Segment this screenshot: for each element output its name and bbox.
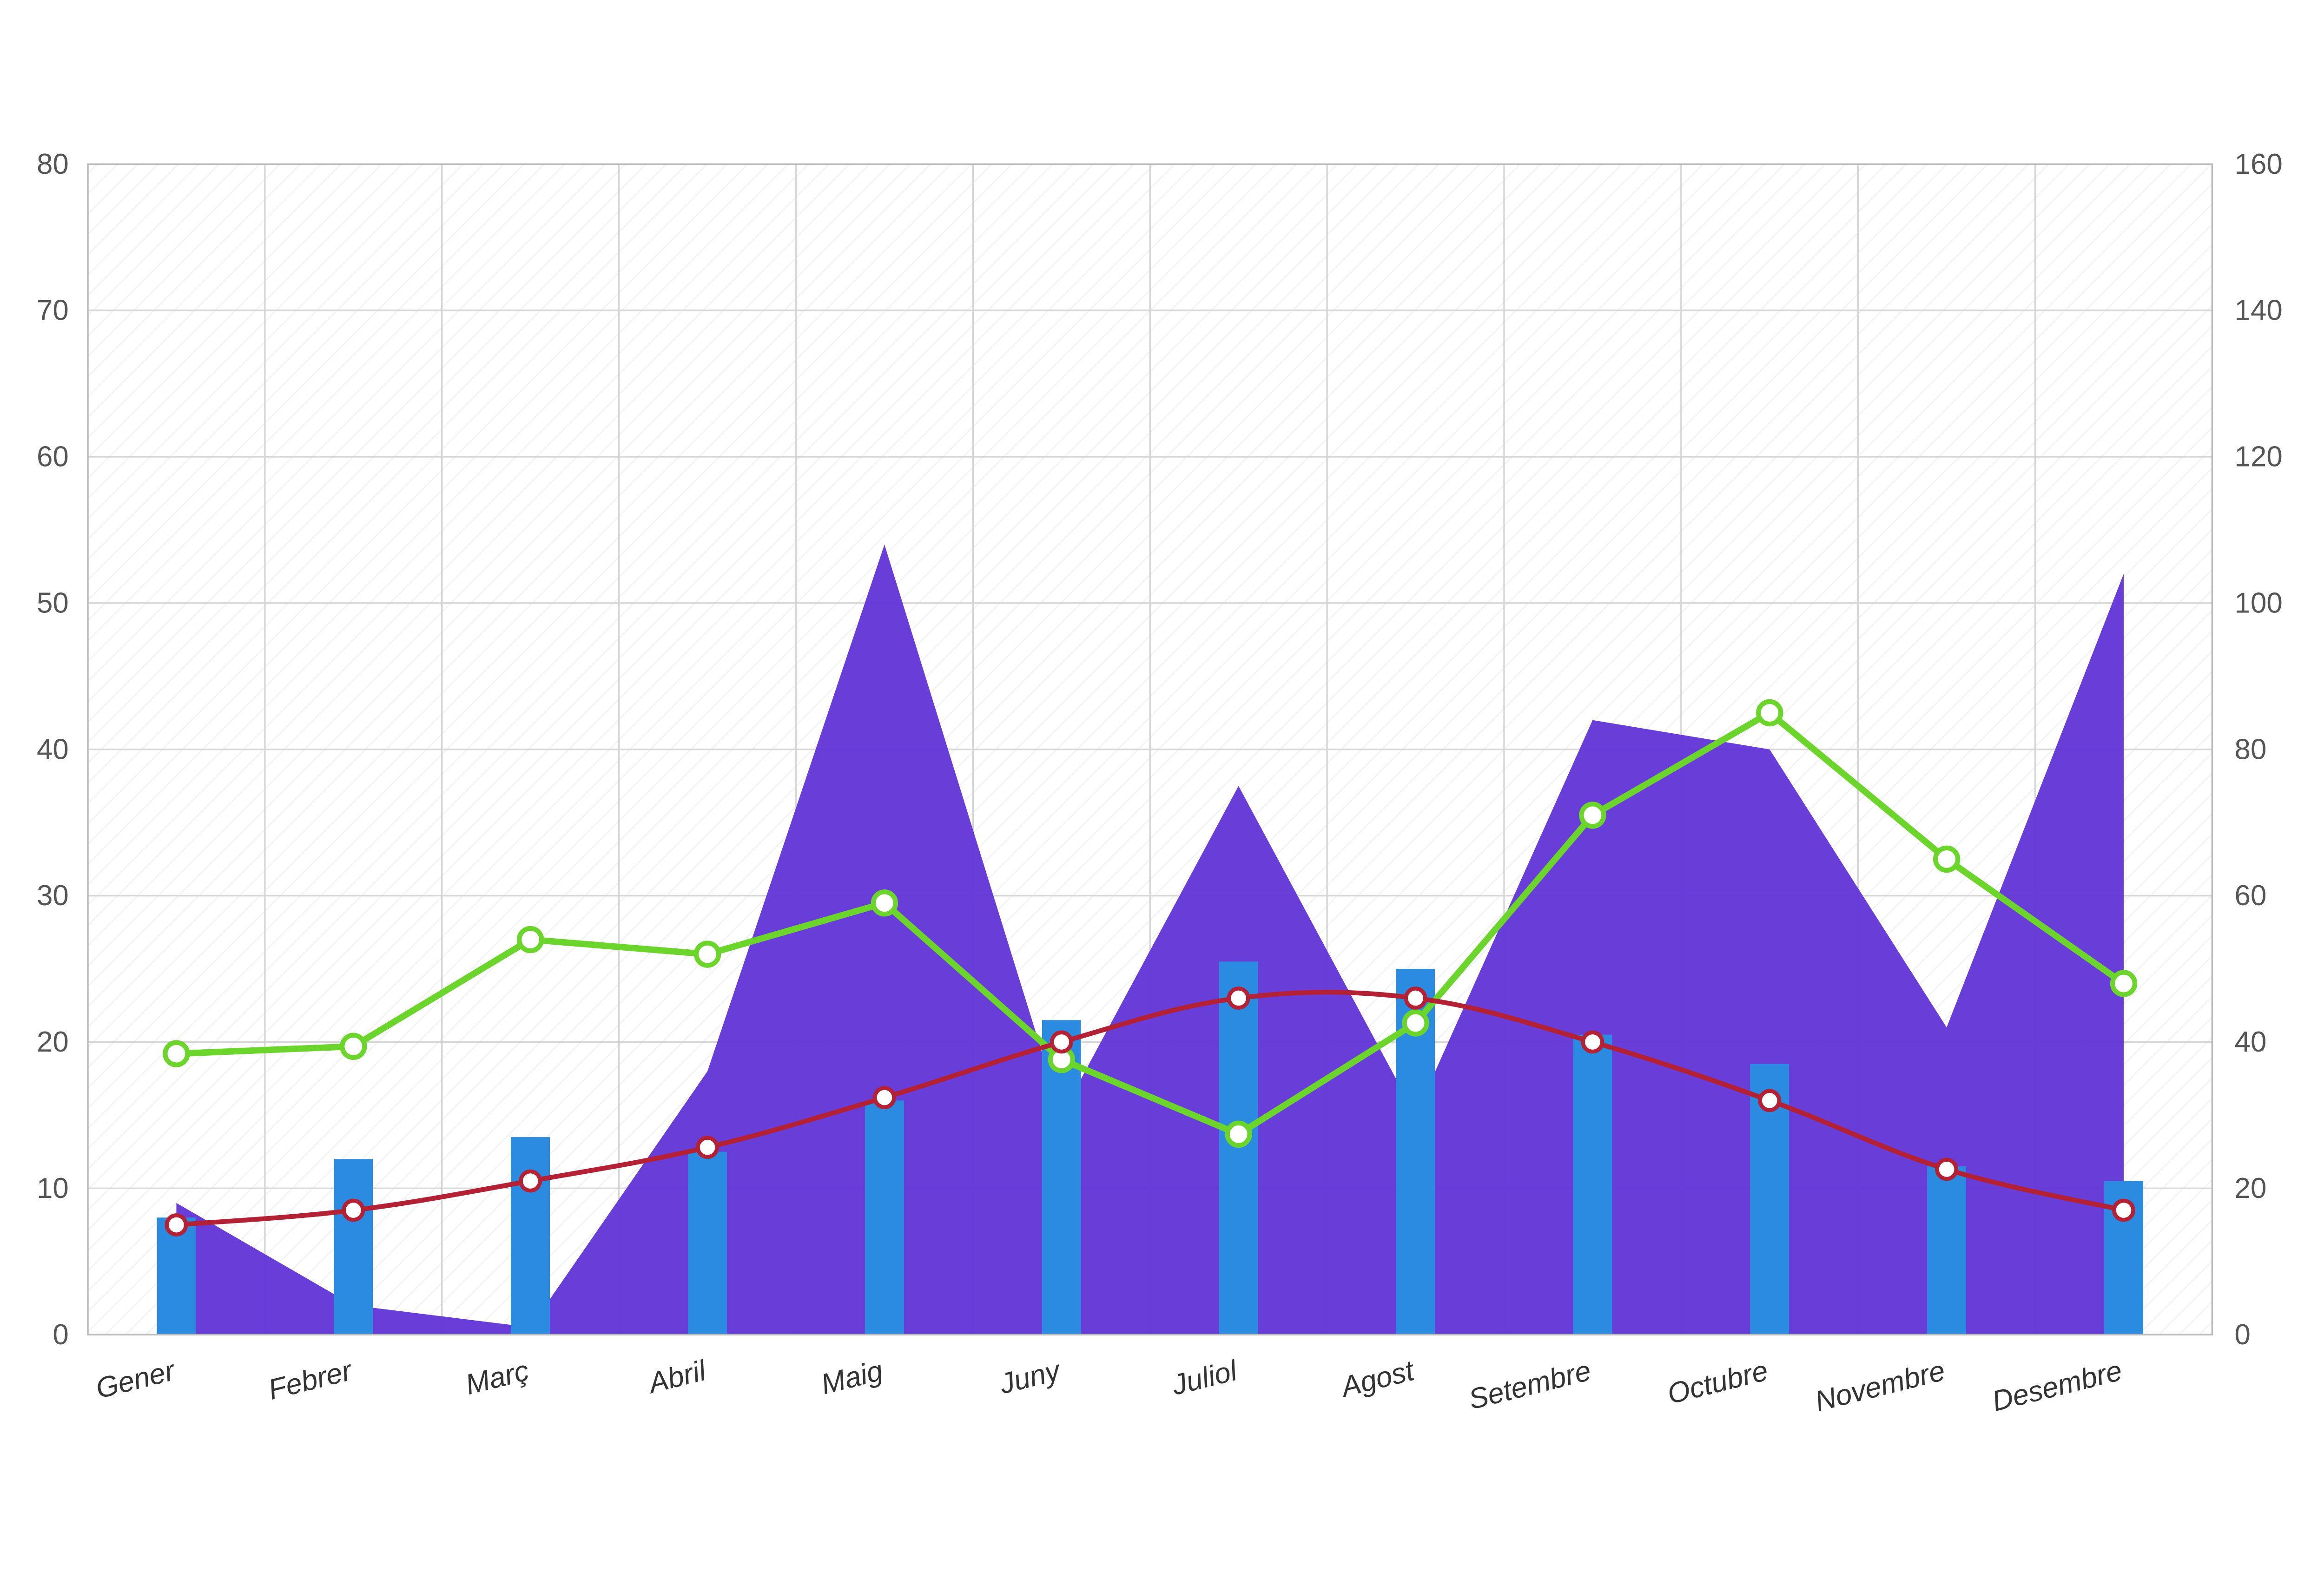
green-line-series-marker	[873, 892, 896, 914]
green-line-series-marker	[2113, 972, 2135, 994]
green-line-series-marker	[342, 1035, 364, 1058]
y-right-tick-label: 40	[2235, 1026, 2267, 1058]
green-line-series-marker	[1758, 702, 1781, 724]
red-line-series-marker	[344, 1201, 363, 1220]
y-right-tick-label: 140	[2235, 295, 2283, 327]
y-left-tick-label: 80	[37, 148, 69, 180]
bar	[1573, 1035, 1612, 1335]
bar	[865, 1100, 904, 1335]
green-line-series-marker	[1935, 848, 1958, 870]
green-line-series-marker	[165, 1043, 187, 1065]
bar	[1219, 961, 1258, 1335]
red-line-series-marker	[1760, 1091, 1779, 1110]
climate-chart: 01020304050607080020406080100120140160Ge…	[0, 0, 2324, 1585]
red-line-series-marker	[875, 1088, 894, 1107]
green-line-series-marker	[1581, 804, 1604, 826]
green-line-series-marker	[1404, 1012, 1426, 1034]
green-line-series-marker	[519, 928, 541, 951]
bar	[334, 1159, 373, 1335]
red-line-series-marker	[2114, 1201, 2133, 1220]
red-line-series-marker	[167, 1215, 186, 1234]
green-line-series-marker	[1228, 1123, 1250, 1145]
y-right-tick-label: 80	[2235, 733, 2267, 765]
green-line-series-marker	[696, 943, 719, 965]
y-right-tick-label: 160	[2235, 148, 2283, 180]
bar	[511, 1137, 550, 1335]
y-right-tick-label: 20	[2235, 1172, 2267, 1204]
red-line-series-marker	[1406, 988, 1425, 1007]
y-left-tick-label: 70	[37, 295, 69, 327]
y-right-tick-label: 120	[2235, 441, 2283, 473]
y-left-tick-label: 20	[37, 1026, 69, 1058]
red-line-series-marker	[1583, 1033, 1602, 1052]
bar	[688, 1152, 727, 1335]
red-line-series-marker	[1229, 988, 1248, 1007]
y-left-tick-label: 60	[37, 441, 69, 473]
y-right-tick-label: 0	[2235, 1319, 2251, 1351]
red-line-series-marker	[698, 1138, 717, 1157]
red-line-series-marker	[1937, 1160, 1956, 1179]
bar	[1927, 1166, 1966, 1335]
y-right-tick-label: 60	[2235, 880, 2267, 912]
y-left-tick-label: 40	[37, 733, 69, 765]
red-line-series-marker	[1052, 1033, 1071, 1052]
chart-svg: 01020304050607080020406080100120140160Ge…	[0, 0, 2324, 1585]
y-left-tick-label: 50	[37, 587, 69, 619]
y-left-tick-label: 0	[53, 1319, 68, 1351]
y-left-tick-label: 30	[37, 880, 69, 912]
red-line-series-marker	[521, 1171, 540, 1190]
y-right-tick-label: 100	[2235, 587, 2283, 619]
y-left-tick-label: 10	[37, 1172, 69, 1204]
